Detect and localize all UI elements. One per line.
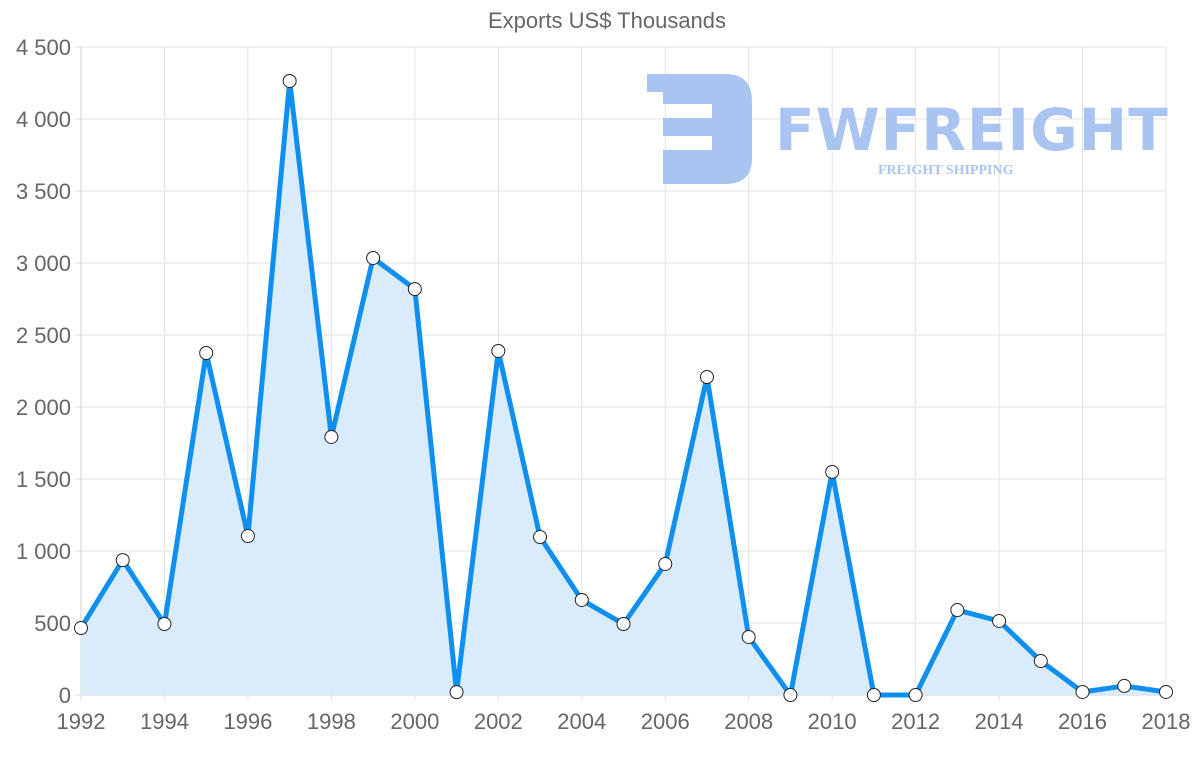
y-tick-label: 1 000 <box>16 539 71 564</box>
x-tick-label: 1994 <box>140 709 189 734</box>
data-point[interactable] <box>699 370 714 385</box>
y-tick-label: 3 500 <box>16 179 71 204</box>
data-point[interactable] <box>115 553 130 568</box>
data-point[interactable] <box>950 603 965 618</box>
data-point[interactable] <box>157 617 172 632</box>
y-tick-label: 0 <box>59 683 71 708</box>
data-point[interactable] <box>616 617 631 632</box>
data-points <box>74 73 1173 702</box>
data-point[interactable] <box>741 629 756 644</box>
data-point[interactable] <box>825 464 840 479</box>
watermark-brand: FWFREIGHT <box>775 96 1169 164</box>
data-point[interactable] <box>199 346 214 360</box>
data-point[interactable] <box>240 529 255 544</box>
y-tick-label: 4 000 <box>16 107 71 132</box>
y-tick-label: 2 500 <box>16 323 71 348</box>
x-tick-label: 2006 <box>641 709 690 734</box>
data-point[interactable] <box>1117 678 1132 693</box>
watermark-logo: FWFREIGHT FREIGHT SHIPPING <box>647 74 1169 184</box>
y-tick-label: 3 000 <box>16 251 71 276</box>
x-tick-label: 2010 <box>808 709 857 734</box>
y-tick-label: 500 <box>34 611 71 636</box>
x-axis: 1992 1994 1996 1998 2000 2002 2004 2006 2008 2010… <box>57 709 1191 734</box>
data-point[interactable] <box>658 556 673 571</box>
x-tick-label: 2012 <box>891 709 940 734</box>
data-point[interactable] <box>1159 684 1173 699</box>
area-fill <box>81 80 1166 695</box>
data-point[interactable] <box>533 530 548 545</box>
x-tick-label: 1992 <box>57 709 106 734</box>
x-tick-label: 2018 <box>1142 709 1191 734</box>
data-point[interactable] <box>574 592 589 607</box>
x-tick-label: 1996 <box>223 709 272 734</box>
logo-icon <box>647 74 752 184</box>
data-point[interactable] <box>366 250 381 265</box>
y-tick-label: 2 000 <box>16 395 71 420</box>
x-tick-label: 2014 <box>975 709 1024 734</box>
data-point[interactable] <box>1033 654 1048 669</box>
x-tick-label: 2002 <box>474 709 523 734</box>
data-point[interactable] <box>908 688 923 702</box>
y-axis: 0 500 1 000 1 500 2 000 2 500 3 000 3 500 4 000 4… <box>16 35 71 708</box>
x-tick-label: 2008 <box>724 709 773 734</box>
x-tick-label: 2004 <box>557 709 606 734</box>
data-point[interactable] <box>783 688 798 702</box>
data-point[interactable] <box>1075 684 1090 699</box>
chart-title: Exports US$ Thousands <box>487 8 727 33</box>
data-point[interactable] <box>407 282 422 297</box>
data-point[interactable] <box>282 73 297 88</box>
data-point[interactable] <box>992 613 1007 628</box>
data-point[interactable] <box>491 343 506 358</box>
data-point[interactable] <box>866 688 881 702</box>
y-tick-label: 1 500 <box>16 467 71 492</box>
data-point[interactable] <box>74 621 88 636</box>
data-point[interactable] <box>324 429 339 444</box>
data-point[interactable] <box>449 685 464 700</box>
x-tick-label: 2000 <box>390 709 439 734</box>
y-tick-label: 4 500 <box>16 35 71 60</box>
x-tick-label: 1998 <box>307 709 356 734</box>
x-tick-label: 2016 <box>1058 709 1107 734</box>
watermark-tagline: FREIGHT SHIPPING <box>878 163 1014 178</box>
